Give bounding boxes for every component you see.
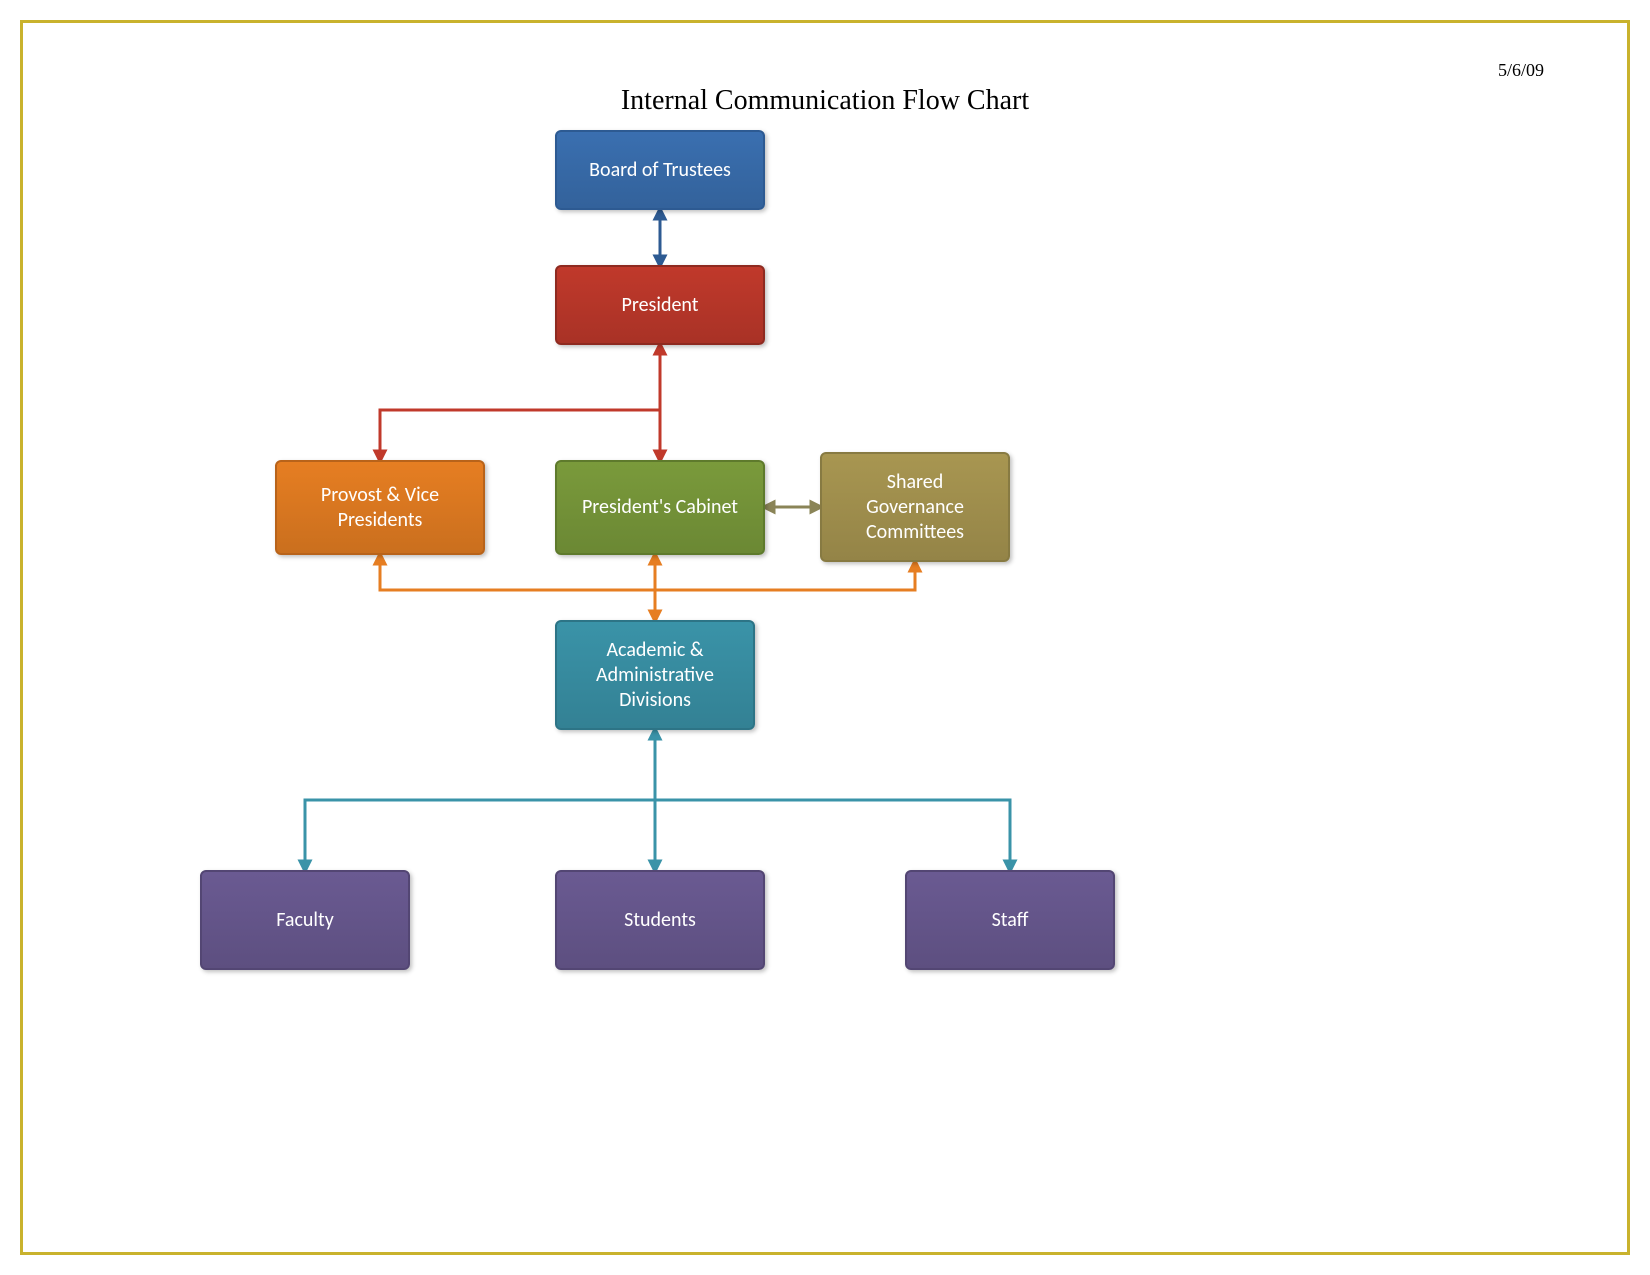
connector-layer xyxy=(0,0,1650,1275)
node-provost: Provost & Vice Presidents xyxy=(275,460,485,555)
node-board-of-trustees: Board of Trustees xyxy=(555,130,765,210)
chart-date: 5/6/09 xyxy=(1498,60,1544,81)
connector-divisions-faculty xyxy=(305,780,655,870)
node-cabinet: President's Cabinet xyxy=(555,460,765,555)
connector-president-provost xyxy=(380,395,660,460)
node-staff: Staff xyxy=(905,870,1115,970)
chart-title: Internal Communication Flow Chart xyxy=(0,85,1650,117)
node-faculty: Faculty xyxy=(200,870,410,970)
connector-shared-divisions xyxy=(655,562,915,590)
connector-provost-divisions xyxy=(380,555,655,590)
node-shared-governance: Shared Governance Committees xyxy=(820,452,1010,562)
flowchart-canvas: Internal Communication Flow Chart 5/6/09… xyxy=(0,0,1650,1275)
node-divisions: Academic & Administrative Divisions xyxy=(555,620,755,730)
node-students: Students xyxy=(555,870,765,970)
node-president: President xyxy=(555,265,765,345)
connector-divisions-staff xyxy=(655,780,1010,870)
